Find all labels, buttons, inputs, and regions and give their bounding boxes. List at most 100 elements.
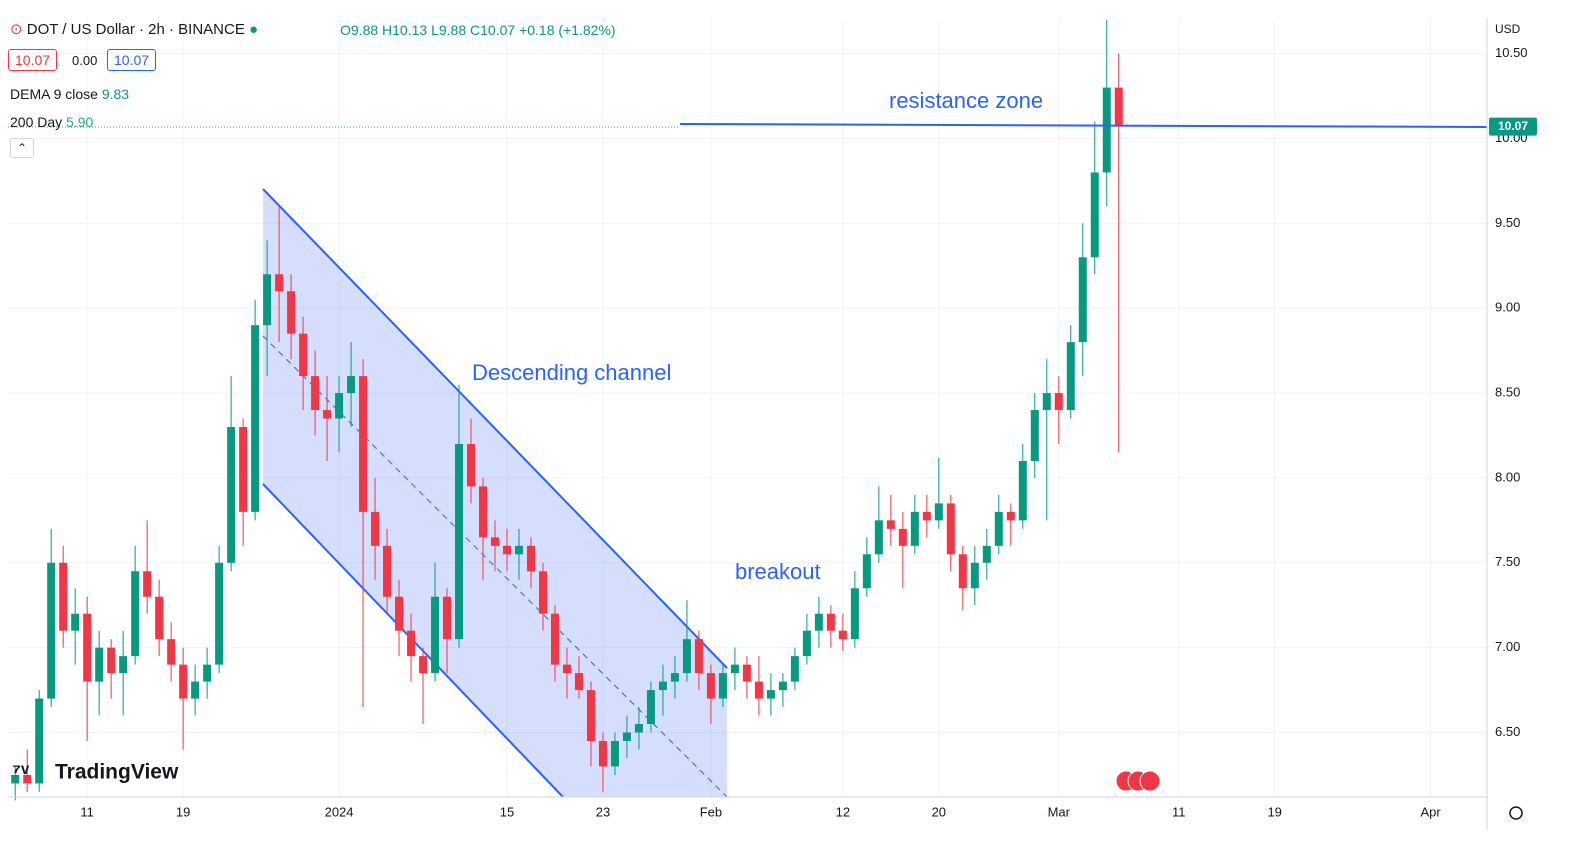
x-tick-label: 23 [596, 804, 610, 819]
candle-body [538, 571, 547, 614]
x-tick-label: Feb [700, 804, 722, 819]
low: L9.88 [431, 22, 467, 38]
y-tick-label: 10.50 [1495, 45, 1528, 60]
candle-body [598, 740, 607, 767]
candle-body [1054, 393, 1063, 411]
candle-body [958, 554, 967, 589]
indicator: 200 Day 5.90 [10, 114, 93, 130]
candle-body [143, 571, 152, 597]
collapse-button[interactable]: ⌃ [10, 138, 35, 158]
candle-body [574, 673, 583, 691]
candle-body [215, 562, 224, 665]
currency[interactable]: USD [1495, 22, 1521, 36]
x-tick-label: Apr [1421, 804, 1442, 819]
candle-body [610, 740, 619, 767]
y-tick-label: 7.00 [1495, 639, 1520, 654]
candle-body [443, 596, 452, 640]
logo-mark: ⁷ᵛ [12, 759, 30, 784]
candle-body [275, 274, 284, 292]
candle-body [742, 664, 751, 682]
candle-body [706, 673, 715, 699]
candle-body [898, 528, 907, 546]
candle-body [730, 664, 739, 674]
indicator-name: 200 Day [10, 114, 63, 130]
x-tick-label: 20 [932, 804, 946, 819]
last-price-tag [1489, 117, 1537, 136]
candle-body [1018, 460, 1027, 521]
x-tick-label: 12 [836, 804, 850, 819]
candle-body [802, 630, 811, 657]
candle-body [191, 681, 200, 699]
candle-body [778, 681, 787, 691]
candle-body [670, 673, 679, 682]
candle-body [634, 724, 643, 733]
candle-body [934, 503, 943, 521]
x-tick-label: 19 [176, 804, 190, 819]
candle-body [251, 325, 260, 512]
indicator-name: DEMA 9 close [10, 86, 98, 102]
settings-icon[interactable] [1509, 806, 1523, 820]
candle-body [287, 291, 296, 334]
candle-body [994, 511, 1003, 546]
candle-body [658, 681, 667, 691]
candle-body [586, 690, 595, 741]
candle-body [838, 630, 847, 640]
candle-body [646, 690, 655, 725]
candle-body [299, 333, 308, 377]
candle-body [311, 376, 320, 411]
close: C10.07 [470, 22, 516, 38]
candle-body [407, 630, 416, 657]
candle-body [514, 545, 523, 555]
annotation: resistance zone [889, 88, 1043, 113]
candle-body [826, 613, 835, 631]
candle-body [526, 545, 535, 572]
candle-body [167, 639, 176, 665]
indicator: DEMA 9 close 9.83 [10, 86, 129, 102]
candle-body [1078, 257, 1087, 343]
candle-body [718, 673, 727, 699]
candle-body [922, 511, 931, 521]
candle-body [862, 554, 871, 589]
candle-body [982, 545, 991, 563]
candle-body [239, 427, 248, 512]
candle-body [371, 511, 380, 546]
candle-body [347, 376, 356, 394]
candle-body [790, 656, 799, 682]
candle-body [694, 639, 703, 674]
y-tick-label: 8.50 [1495, 385, 1520, 400]
x-tick-label: 11 [1172, 804, 1186, 819]
spread: 0.00 [72, 53, 98, 68]
candle-body [1030, 410, 1039, 461]
candle-body [502, 545, 511, 555]
indicator-value: 9.83 [101, 86, 130, 102]
candle-body [766, 690, 775, 699]
symbol: DOT / US Dollar · 2h · BINANCE [26, 21, 245, 38]
y-tick-label: 9.50 [1495, 215, 1520, 230]
candle-body [131, 571, 140, 657]
candle-body [323, 410, 332, 419]
candle-body [263, 274, 272, 326]
candle-body [203, 664, 212, 682]
candle-body [910, 511, 919, 546]
resistance-line [679, 123, 1488, 128]
candle-body [1090, 172, 1099, 258]
candle-body [23, 774, 32, 784]
candle-body [71, 613, 80, 631]
last-price-label: 10.07 [1498, 119, 1528, 133]
candle-body [47, 562, 56, 699]
candle-body [467, 443, 476, 487]
event-icon[interactable] [1139, 770, 1161, 792]
indicator-value: 5.90 [66, 114, 94, 130]
candle-body [1102, 87, 1111, 173]
candle-body [970, 562, 979, 589]
symbol-title[interactable]: ⊙ DOT / US Dollar · 2h · BINANCE ● [10, 21, 259, 38]
bid[interactable]: 10.07 [8, 49, 58, 71]
candle-body [431, 596, 440, 674]
candle-body [1042, 393, 1051, 411]
ask[interactable]: 10.07 [107, 49, 157, 71]
brand: TradingView [55, 761, 179, 784]
candle-body [682, 639, 691, 674]
candle-body [119, 656, 128, 674]
y-tick-label: 7.50 [1495, 554, 1520, 569]
